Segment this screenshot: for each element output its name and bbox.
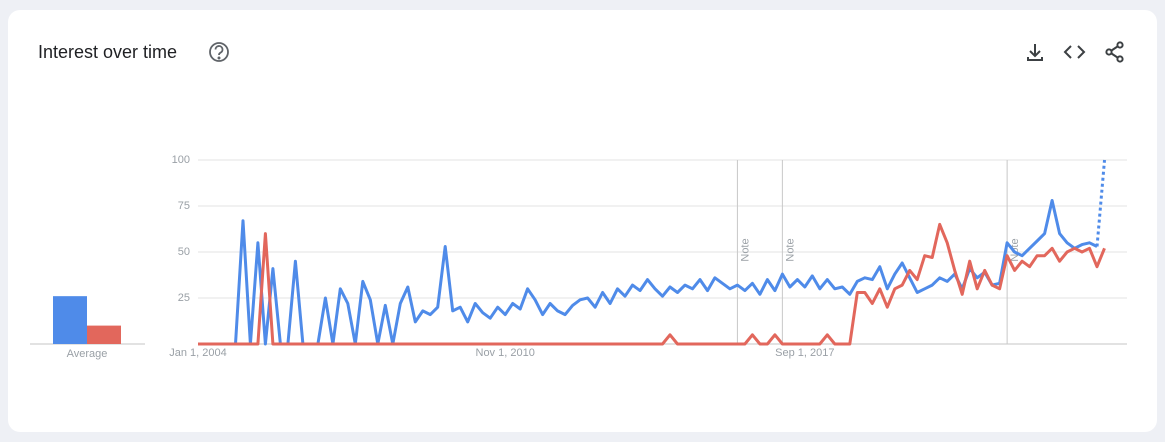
x-tick-label: Jan 1, 2004: [169, 347, 227, 359]
series-line: [198, 199, 1098, 346]
y-tick-label: 50: [178, 246, 190, 258]
y-tick-label: 75: [178, 200, 190, 212]
x-label: Average: [67, 348, 108, 360]
share-icon[interactable]: [1105, 41, 1124, 63]
series-line: [198, 222, 1106, 346]
card: [8, 10, 1157, 432]
note-label: Note: [784, 238, 796, 261]
embed-icon[interactable]: [1063, 45, 1086, 59]
note-label: Note: [739, 238, 751, 261]
y-tick-label: 100: [172, 154, 190, 166]
average-bar: [53, 296, 87, 344]
help-icon[interactable]: [209, 42, 229, 62]
average-bar: [87, 325, 121, 344]
chart-title: Interest over time: [38, 42, 177, 62]
download-icon[interactable]: [1027, 44, 1043, 61]
x-tick-label: Sep 1, 2017: [775, 347, 834, 359]
partial-segment: [1095, 159, 1107, 247]
note-label: Note: [1009, 238, 1021, 261]
y-tick-label: 25: [178, 292, 190, 304]
x-tick-label: Nov 1, 2010: [476, 347, 535, 359]
